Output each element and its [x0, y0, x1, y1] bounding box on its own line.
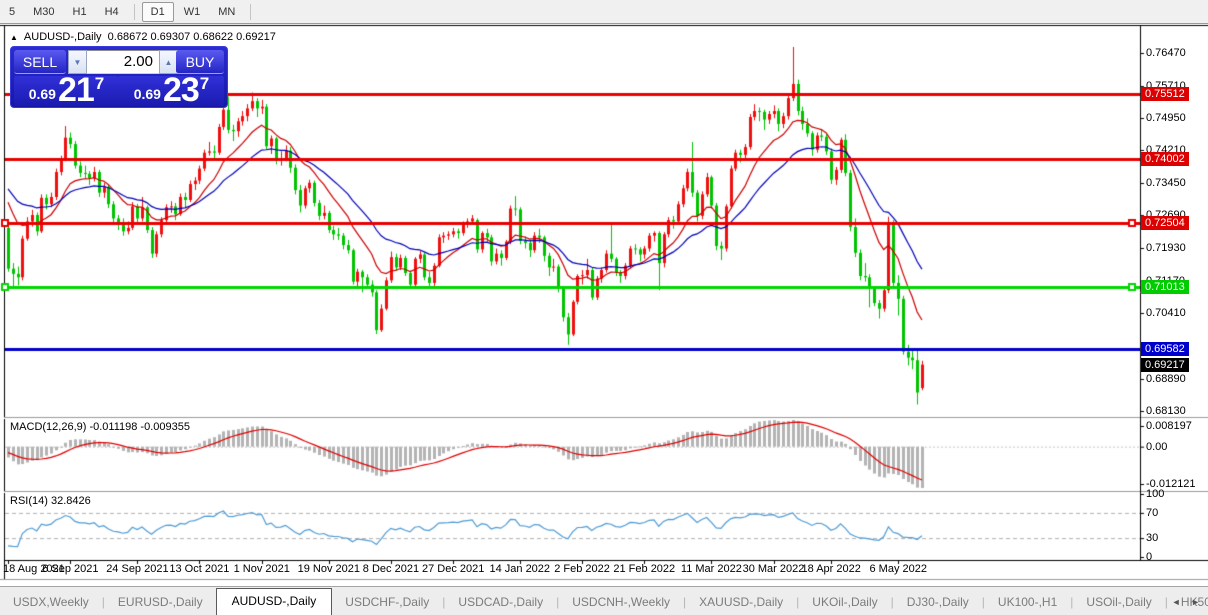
rsi-axis-0: 0	[1146, 551, 1153, 563]
lot-decrease-button[interactable]: ▼	[68, 50, 87, 74]
tab-separator: |	[442, 595, 446, 609]
price-axis-tick: 0.71930	[1146, 242, 1186, 255]
date-axis-label: 13 Oct 2021	[169, 563, 230, 575]
macd-indicator-label: MACD(12,26,9) -0.011198 -0.009355	[10, 421, 190, 433]
sell-button[interactable]: SELL	[14, 50, 66, 74]
tab-scroll-left-icon[interactable]: ◄	[1171, 597, 1185, 607]
tab-usoil-daily[interactable]: USOil-,Daily	[1086, 595, 1152, 609]
date-axis-label: 24 Sep 2021	[106, 563, 169, 575]
tab-separator: |	[796, 595, 800, 609]
date-axis-label: 18 Apr 2022	[801, 563, 861, 575]
rsi-axis-30: 30	[1146, 532, 1159, 545]
price-axis-tick: 0.74950	[1146, 112, 1186, 125]
tab-audusd-daily[interactable]: AUDUSD-,Daily	[215, 588, 333, 615]
tab-usdx-weekly[interactable]: USDX,Weekly	[13, 595, 89, 609]
toolbar-separator	[133, 3, 135, 20]
tab-dj30-daily[interactable]: DJ30-,Daily	[906, 595, 969, 609]
date-axis-label: 6 Sep 2021	[42, 563, 99, 575]
tab-separator: |	[683, 595, 687, 609]
buy-price-button[interactable]: 0.69 23 7	[118, 71, 224, 109]
symbol-title: AUDUSD-,Daily	[23, 31, 102, 43]
collapse-panel-icon[interactable]: ▲	[10, 33, 18, 42]
timeframe-button-m30[interactable]: M30	[33, 5, 55, 18]
timeframe-button-h1[interactable]: H1	[72, 5, 87, 18]
date-axis-label: 11 Mar 2022	[680, 563, 742, 575]
macd-axis-max: 0.008197	[1146, 420, 1192, 432]
timeframe-button-5[interactable]: 5	[9, 5, 16, 18]
date-axis-label: 19 Nov 2021	[297, 563, 360, 575]
tab-xauusd-daily[interactable]: XAUUSD-,Daily	[699, 595, 784, 609]
buy-button[interactable]: BUY	[176, 50, 224, 74]
date-axis-label: 6 May 2022	[869, 563, 927, 575]
lot-size-stepper: ▼ 2.00 ▲	[68, 50, 178, 74]
price-level-badge: 0.69582	[1141, 341, 1189, 356]
macd-axis-min: -0.012121	[1146, 478, 1196, 490]
tab-scroll-arrows: ◄ ►	[1172, 597, 1204, 607]
timeframe-button-d1[interactable]: D1	[141, 1, 174, 22]
tab-usdcnh-weekly[interactable]: USDCNH-,Weekly	[572, 595, 671, 609]
symbol-tab-bar: USDX,Weekly | EURUSD-,Daily AUDUSD-,Daily US…	[0, 586, 1208, 615]
price-level-badge: 0.75512	[1141, 87, 1189, 102]
one-click-trading-panel: SELL ▼ 2.00 ▲ BUY 0.69 21 7 0.69 23 7	[10, 46, 228, 108]
price-axis-tick: 0.68890	[1146, 372, 1186, 385]
tab-hk50-h1[interactable]: HK50-,H1	[1180, 595, 1208, 609]
buy-price-big-digits: 23	[162, 71, 200, 109]
tab-separator: |	[101, 595, 105, 609]
sell-price-button[interactable]: 0.69 21 7	[14, 71, 118, 109]
date-axis-label: 30 Mar 2022	[742, 563, 805, 575]
price-level-badge: 0.72504	[1141, 216, 1189, 231]
tab-separator: |	[890, 595, 894, 609]
symbol-header: ▲ AUDUSD-,Daily 0.68672 0.69307 0.68622 0…	[10, 31, 276, 43]
date-axis-label: 18 Aug 2021	[3, 563, 65, 575]
sell-price-big-digits: 21	[57, 71, 95, 109]
date-axis-label: 1 Nov 2021	[233, 563, 290, 575]
lot-size-value[interactable]: 2.00	[87, 50, 159, 74]
timeframe-button-w1[interactable]: W1	[183, 5, 201, 18]
tab-usdcad-daily[interactable]: USDCAD-,Daily	[458, 595, 544, 609]
price-level-badge: 0.74002	[1141, 152, 1189, 167]
buy-price-prefix: 0.69	[133, 86, 161, 102]
tab-eurusd-daily[interactable]: EURUSD-,Daily	[117, 595, 203, 609]
sell-price-prefix: 0.69	[28, 86, 56, 102]
rsi-axis-70: 70	[1146, 506, 1159, 519]
timeframe-button-h4[interactable]: H4	[104, 5, 119, 18]
date-axis-label: 27 Dec 2021	[422, 563, 485, 575]
price-axis-tick: 0.68130	[1146, 405, 1186, 418]
tab-separator: |	[1164, 595, 1168, 609]
macd-axis-zero: 0.00	[1146, 440, 1168, 453]
date-axis-label: 14 Jan 2022	[489, 563, 551, 575]
price-level-badge: 0.71013	[1141, 280, 1189, 295]
price-axis-tick: 0.73450	[1146, 176, 1186, 189]
symbol-ohlc-values: 0.68672 0.69307 0.68622 0.69217	[107, 31, 276, 43]
timeframe-button-mn[interactable]: MN	[218, 5, 236, 18]
tab-scroll-right-icon[interactable]: ►	[1191, 597, 1204, 607]
sell-price-pip-digit: 7	[94, 74, 105, 93]
date-axis-label: 2 Feb 2022	[554, 563, 610, 575]
toolbar-separator	[250, 3, 252, 20]
price-level-badge: 0.69217	[1141, 357, 1189, 372]
tab-separator: |	[556, 595, 560, 609]
tab-ukoil-daily[interactable]: UKOil-,Daily	[812, 595, 878, 609]
price-axis-tick: 0.70410	[1146, 307, 1186, 320]
tab-uk100-h1[interactable]: UK100-,H1	[997, 595, 1058, 609]
tab-usdchf-daily[interactable]: USDCHF-,Daily	[345, 595, 430, 609]
date-axis-label: 8 Dec 2021	[362, 563, 420, 575]
date-axis-label: 21 Feb 2022	[613, 563, 676, 575]
rsi-indicator-label: RSI(14) 32.8426	[10, 495, 91, 507]
rsi-axis-100: 100	[1146, 488, 1165, 500]
tab-separator: |	[1070, 595, 1074, 609]
tab-separator: |	[981, 595, 985, 609]
timeframe-toolbar: 5 M30 H1 H4 D1 W1 MN	[0, 0, 1208, 24]
buy-price-pip-digit: 7	[199, 74, 210, 93]
price-axis-tick: 0.76470	[1146, 47, 1186, 59]
